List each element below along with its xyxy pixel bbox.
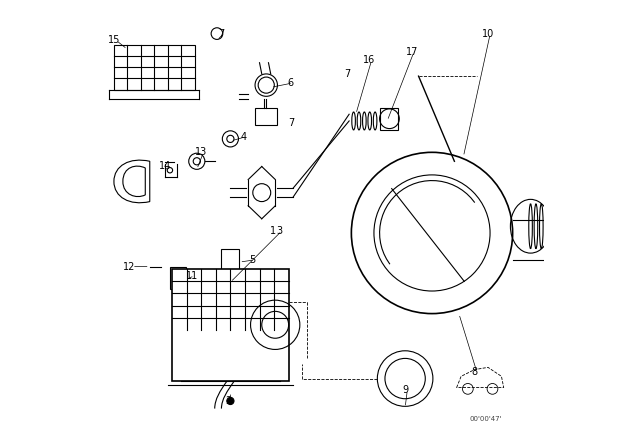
Bar [114, 45, 195, 90]
Text: 00'00'47': 00'00'47' [470, 416, 502, 422]
Text: 12: 12 [124, 262, 136, 271]
Bar [221, 249, 239, 271]
Text: 13: 13 [195, 147, 207, 157]
Text: 14: 14 [159, 161, 172, 171]
Text: 16: 16 [363, 56, 376, 65]
Text: 4: 4 [241, 132, 247, 142]
Text: 9: 9 [402, 385, 408, 395]
Text: 5: 5 [250, 255, 256, 265]
Text: 17: 17 [406, 47, 418, 56]
Text: 6: 6 [288, 78, 294, 88]
Text: 1: 1 [270, 226, 276, 236]
Text: 7: 7 [288, 118, 294, 128]
Bar [255, 108, 278, 125]
Text: 8: 8 [472, 367, 477, 377]
Text: 7: 7 [218, 29, 225, 39]
Text: 3: 3 [276, 226, 283, 236]
Bar [380, 108, 398, 130]
Circle shape [374, 175, 490, 291]
Circle shape [351, 152, 513, 314]
Bar [172, 269, 289, 381]
Text: 2: 2 [225, 396, 231, 406]
Circle shape [227, 397, 234, 405]
Text: 7: 7 [344, 69, 350, 79]
Text: 11: 11 [186, 271, 198, 280]
Text: 15: 15 [108, 35, 120, 45]
Bar [170, 267, 186, 289]
Text: 10: 10 [482, 29, 494, 39]
